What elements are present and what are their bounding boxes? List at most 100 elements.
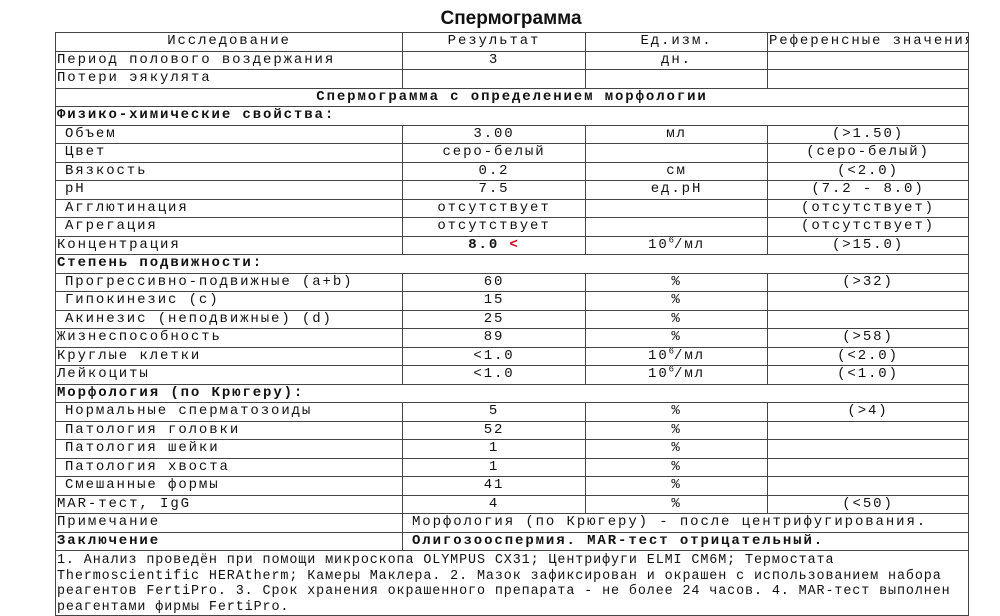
unit-value: см (585, 161, 768, 181)
test-name: Нормальные сперматозоиды (55, 402, 403, 422)
result-value: 41 (402, 476, 586, 496)
spermogram-table: Исследование Результат Ед.изм. Референсные … (55, 32, 969, 616)
table-row: Цвет серо-белый (серо-белый) (55, 143, 969, 163)
unit-value: % (585, 291, 768, 311)
unit-value: % (585, 272, 768, 292)
reference-value: (отсутствует) (767, 198, 969, 218)
reference-value: (>15.0) (767, 235, 969, 255)
reference-value (767, 420, 969, 440)
result-value: 4 (402, 494, 586, 514)
table-row: Круглые клетки <1.0 106/мл (<2.0) (55, 346, 969, 366)
reference-value: (<2.0) (767, 161, 969, 181)
table-header: Исследование Результат Ед.изм. Референсные … (55, 32, 969, 52)
unit-value (585, 69, 768, 89)
footnote-text: 1. Анализ проведён при помощи микроскопа… (55, 550, 969, 616)
unit-value: дн. (585, 50, 768, 70)
reference-value (767, 50, 969, 70)
unit-value (585, 217, 768, 237)
reference-value: (отсутствует) (767, 217, 969, 237)
section-header: Физико-химические свойства: (55, 106, 969, 126)
reference-value: (серо-белый) (767, 143, 969, 163)
test-name: Патология шейки (55, 439, 403, 459)
table-row: Агглютинация отсутствует (отсутствует) (55, 198, 969, 218)
test-name: Потери эякулята (55, 69, 403, 89)
reference-value: (>32) (767, 272, 969, 292)
test-name: Вязкость (55, 161, 403, 181)
section-header: Морфология (по Крюгеру): (55, 383, 969, 403)
unit-value: % (585, 328, 768, 348)
unit-base: 10 (648, 347, 669, 364)
unit-exponent: 6 (668, 365, 675, 375)
low-flag: < (509, 236, 520, 253)
table-row: Акинезис (неподвижные) (d) 25% (55, 309, 969, 329)
result-value: 60 (402, 272, 586, 292)
test-name: Патология головки (55, 420, 403, 440)
test-name: Гипокинезис (c) (55, 291, 403, 311)
result-value: 3.00 (402, 124, 586, 144)
table-row: Вязкость 0.2 см (<2.0) (55, 161, 969, 181)
conclusion-text: Олигозооспермия. MAR-тест отрицательный. (402, 531, 969, 551)
table-row: Патология хвоста 1% (55, 457, 969, 477)
result-value: <1.0 (402, 346, 586, 366)
table-row: Прогрессивно-подвижные (a+b) 60% (>32) (55, 272, 969, 292)
test-name: Объем (55, 124, 403, 144)
table-row: Период полового воздержания 3 дн. (55, 50, 969, 70)
test-name: Жизнеспособность (55, 328, 403, 348)
table-row: Потери эякулята (55, 69, 969, 89)
table-row: Патология головки 52% (55, 420, 969, 440)
reference-value: (7.2 - 8.0) (767, 180, 969, 200)
unit-value: % (585, 439, 768, 459)
result-value: 25 (402, 309, 586, 329)
table-row: Нормальные сперматозоиды 5% (>4) (55, 402, 969, 422)
reference-value: (<50) (767, 494, 969, 514)
result-value: <1.0 (402, 365, 586, 385)
result-value: отсутствует (402, 217, 586, 237)
test-name: Прогрессивно-подвижные (a+b) (55, 272, 403, 292)
section-header: Степень подвижности: (55, 254, 969, 274)
section-title: Спермограмма с определением морфологии (55, 87, 969, 107)
section-title: Морфология (по Крюгеру): (55, 383, 969, 403)
result-value: 7.5 (402, 180, 586, 200)
unit-value (585, 143, 768, 163)
note-label: Примечание (55, 513, 403, 533)
test-name: Акинезис (неподвижные) (d) (55, 309, 403, 329)
section-title: Степень подвижности: (55, 254, 969, 274)
reference-value (767, 309, 969, 329)
table-row: Объем 3.00 мл (>1.50) (55, 124, 969, 144)
table-row: Смешанные формы 41% (55, 476, 969, 496)
section-banner: Спермограмма с определением морфологии (55, 87, 969, 107)
reference-value (767, 439, 969, 459)
table-row: Гипокинезис (c) 15% (55, 291, 969, 311)
unit-value: % (585, 494, 768, 514)
reference-value: (>58) (767, 328, 969, 348)
test-name: Лейкоциты (55, 365, 403, 385)
unit-base: 10 (648, 366, 669, 383)
test-name: Патология хвоста (55, 457, 403, 477)
result-value: 3 (402, 50, 586, 70)
unit-suffix: /мл (674, 236, 705, 253)
table-row: Лейкоциты <1.0 106/мл (<1.0) (55, 365, 969, 385)
column-header: Референсные значения (767, 32, 969, 52)
test-name: Смешанные формы (55, 476, 403, 496)
unit-value: % (585, 309, 768, 329)
unit-cell: 106/мл (585, 235, 768, 255)
result-number: 8.0 (468, 236, 500, 253)
test-name: Концентрация (55, 235, 403, 255)
conclusion-row: Заключение Олигозооспермия. MAR-тест отри… (55, 531, 969, 551)
test-name: MAR-тест, IgG (55, 494, 403, 514)
result-value: 1 (402, 439, 586, 459)
page-title: Спермограмма (440, 8, 582, 29)
test-name: Агрегация (55, 217, 403, 237)
unit-exponent: 6 (668, 236, 675, 246)
unit-value: % (585, 457, 768, 477)
result-value: 0.2 (402, 161, 586, 181)
unit-base: 10 (648, 236, 669, 253)
result-value: отсутствует (402, 198, 586, 218)
note-text: Морфология (по Крюгеру) - после центрифу… (402, 513, 969, 533)
reference-value (767, 476, 969, 496)
result-value: 52 (402, 420, 586, 440)
result-value: 5 (402, 402, 586, 422)
test-name: Период полового воздержания (55, 50, 403, 70)
note-row: Примечание Морфология (по Крюгеру) - посл… (55, 513, 969, 533)
table-row: Жизнеспособность 89% (>58) (55, 328, 969, 348)
